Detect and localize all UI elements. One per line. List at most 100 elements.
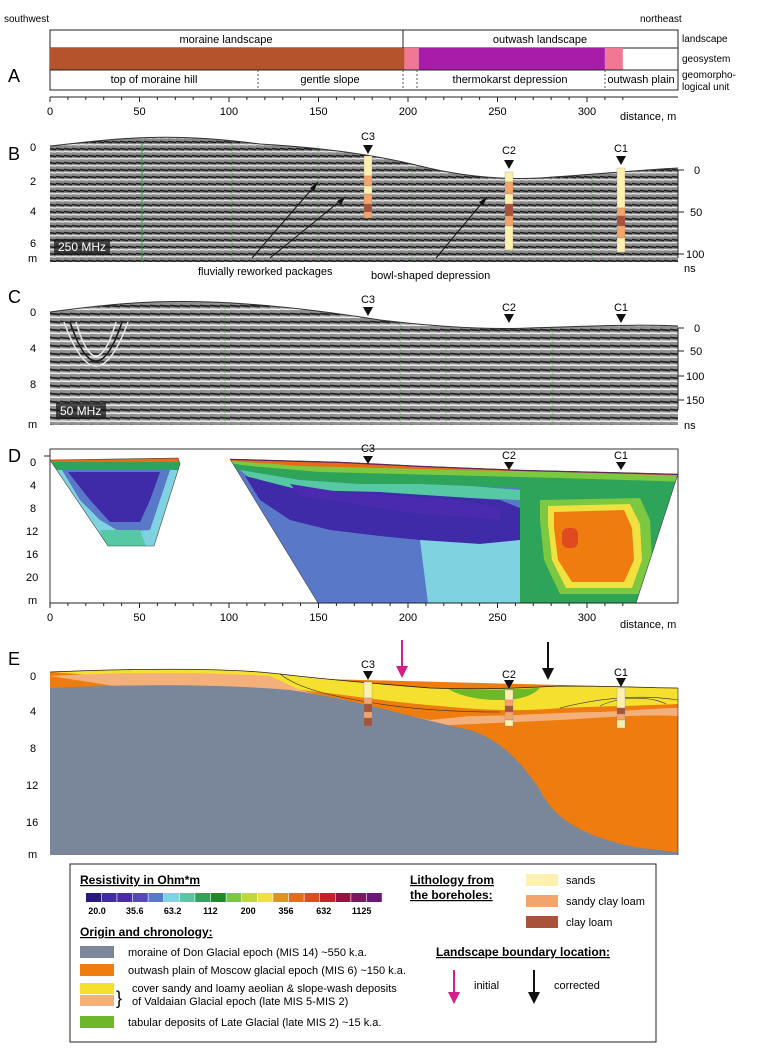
borehole-segment — [616, 687, 626, 709]
resistivity-values: 20.0 35.6 63.2 112 200 356 632 1125 — [88, 906, 371, 916]
legend: Resistivity in Ohm*m 20.0 35.6 63.2 112 200 3… — [69, 863, 657, 1043]
panel-a: moraine landscape outwash landscape top … — [47, 29, 736, 123]
resistivity-swatch — [132, 893, 148, 902]
distance-tick-label: 100 — [220, 106, 238, 118]
legend-corrected-label: corrected — [554, 980, 600, 992]
panel-letter-a: A — [8, 66, 20, 86]
resistivity-swatch — [226, 893, 242, 902]
geosystem-segment — [50, 48, 405, 70]
time-c-100: 100 — [686, 371, 704, 383]
time-b-50: 50 — [690, 207, 702, 219]
borehole-segment — [363, 711, 373, 719]
landscape-moraine: moraine landscape — [180, 34, 273, 46]
borehole-marker-c1 — [616, 314, 626, 323]
panel-e-boreholes — [363, 671, 626, 729]
borehole-label-c3: C3 — [361, 659, 375, 671]
compass-northeast: northeast — [640, 14, 682, 25]
borehole-label-c2: C2 — [502, 145, 516, 157]
ert-right-section — [230, 459, 678, 603]
borehole-segment — [363, 185, 373, 195]
lithology-swatch-sandy-clay — [526, 895, 558, 907]
layer-moraine — [50, 685, 678, 855]
distance-tick-label: 150 — [309, 106, 327, 118]
borehole-segment — [363, 703, 373, 713]
borehole-segment — [363, 193, 373, 205]
distance-label-top: distance, m — [620, 111, 676, 123]
annotation-arrow — [251, 181, 319, 259]
geosystem-segment — [418, 48, 605, 70]
depth-e-8: 8 — [30, 743, 36, 755]
distance-tick-label: 50 — [133, 612, 145, 624]
borehole-segment — [616, 707, 626, 715]
distance-tick-label: 0 — [47, 612, 53, 624]
resistivity-swatch — [86, 893, 101, 902]
geosystem-segment — [404, 48, 419, 70]
borehole-segment — [616, 713, 626, 721]
time-c-unit: ns — [684, 420, 696, 432]
legend-boundary-title: Landscape boundary location: — [436, 945, 610, 959]
distance-tick-label: 0 — [47, 106, 53, 118]
borehole-segment — [363, 717, 373, 727]
origin-late-glacial: tabular deposits of Late Glacial (late M… — [128, 1017, 381, 1029]
borehole-segment — [616, 237, 626, 253]
distance-tick-label: 200 — [399, 106, 417, 118]
lithology-swatch-clay — [526, 916, 558, 928]
panel-d: 0 4 8 12 16 20 m C3 C2 C1 0 50 100 150 200 25… — [26, 443, 679, 631]
depth-d-0: 0 — [30, 457, 36, 469]
borehole-segment — [504, 215, 514, 227]
resistivity-swatch — [257, 893, 273, 902]
ert-left-section — [50, 458, 180, 546]
borehole-marker-c3 — [363, 307, 373, 316]
depth-d-4: 4 — [30, 480, 36, 492]
resistivity-swatch — [288, 893, 304, 902]
origin-cover-2: of Valdaian Glacial epoch (late MIS 5-MI… — [132, 996, 348, 1008]
borehole-segment — [504, 719, 514, 727]
borehole-segment — [504, 171, 514, 183]
lithology-sands: sands — [566, 875, 596, 887]
origin-brace: } — [116, 988, 122, 1008]
resistivity-swatch — [320, 893, 335, 902]
resistivity-value: 20.0 — [88, 906, 106, 916]
borehole-segment — [504, 689, 514, 701]
row-label-logical-unit: logical unit — [682, 82, 729, 93]
resistivity-value: 35.6 — [126, 906, 144, 916]
depth-e-0: 0 — [30, 671, 36, 683]
borehole-label-c1: C1 — [614, 450, 628, 462]
panel-b-boreholes — [363, 145, 626, 253]
borehole-segment — [616, 225, 626, 239]
depth-b-4: 4 — [30, 206, 36, 218]
unit-gentle-slope: gentle slope — [300, 74, 359, 86]
annotation-fluvial: fluvially reworked packages — [198, 266, 333, 278]
distance-tick-label: 300 — [578, 106, 596, 118]
gpr-250-label: 250 MHz — [58, 240, 106, 254]
borehole-segment — [504, 203, 514, 217]
borehole-marker-c2 — [504, 314, 514, 323]
depth-e-4: 4 — [30, 706, 36, 718]
ert-anomaly-high — [562, 528, 578, 548]
panel-letter-b: B — [8, 144, 20, 164]
hyperbola — [63, 321, 129, 367]
legend-lithology-title-1: Lithology from — [410, 873, 494, 887]
origin-outwash: outwash plain of Moscow glacial epoch (M… — [128, 965, 406, 977]
panel-b: 250 MHz 0 2 4 6 m 0 50 100 ns C3 C2 C1 f… — [28, 131, 704, 282]
depth-e-16: 16 — [26, 817, 38, 829]
depth-d-12: 12 — [26, 526, 38, 538]
origin-moraine: moraine of Don Glacial epoch (MIS 14) ~5… — [128, 947, 367, 959]
borehole-label-c2: C2 — [502, 302, 516, 314]
distance-tick-label: 150 — [309, 612, 327, 624]
depth-d-unit: m — [28, 595, 37, 607]
borehole-label-c2: C2 — [502, 450, 516, 462]
borehole-marker — [504, 680, 514, 689]
borehole-segment — [363, 175, 373, 187]
resistivity-value: 632 — [316, 906, 331, 916]
depth-e-12: 12 — [26, 780, 38, 792]
depth-b-0: 0 — [30, 142, 36, 154]
gpr-50-label-bg — [56, 403, 106, 419]
borehole-label-c1: C1 — [614, 667, 628, 679]
borehole-segment — [363, 697, 373, 705]
resistivity-swatch — [179, 893, 195, 902]
borehole-marker — [363, 145, 373, 154]
borehole-label-c3: C3 — [361, 294, 375, 306]
time-b-0: 0 — [694, 165, 700, 177]
